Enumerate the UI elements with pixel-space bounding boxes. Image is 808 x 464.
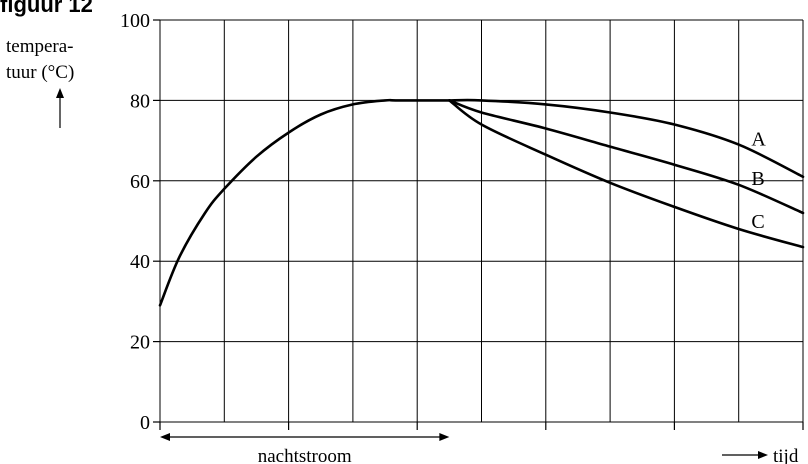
y-tick-label: 40 [130,251,150,273]
y-tick-label: 60 [130,171,150,193]
x-axis-arrow-head [758,451,768,459]
series-line-rise [158,98,451,307]
curves [158,98,805,307]
x-axis-label: tijd [773,446,799,464]
nachtstroom-arrow-head-right [439,433,450,441]
series-label-A: A [751,128,766,150]
series-line-C [448,99,805,249]
y-axis-arrow-head [56,88,64,98]
y-tick-label: 20 [130,332,150,354]
nachtstroom-label: nachtstroom [258,446,352,464]
grid [159,19,804,423]
y-tick-label: 0 [140,412,150,434]
labels: 0 20 40 60 80 100 nachtstroom ABC [120,10,766,464]
series-line-A [448,98,805,179]
y-tick-label: 100 [120,10,150,32]
series-label-B: B [751,168,764,190]
y-axis-label-line1: tempera- [6,36,74,57]
series-line-B [448,99,805,215]
figure-label: figuur 12 [0,0,93,17]
axes [153,19,804,441]
y-tick-label: 80 [130,90,150,112]
nachtstroom-arrow-head-left [160,433,170,441]
y-axis-label-line2: tuur (°C) [6,62,74,83]
series-label-C: C [751,211,764,233]
